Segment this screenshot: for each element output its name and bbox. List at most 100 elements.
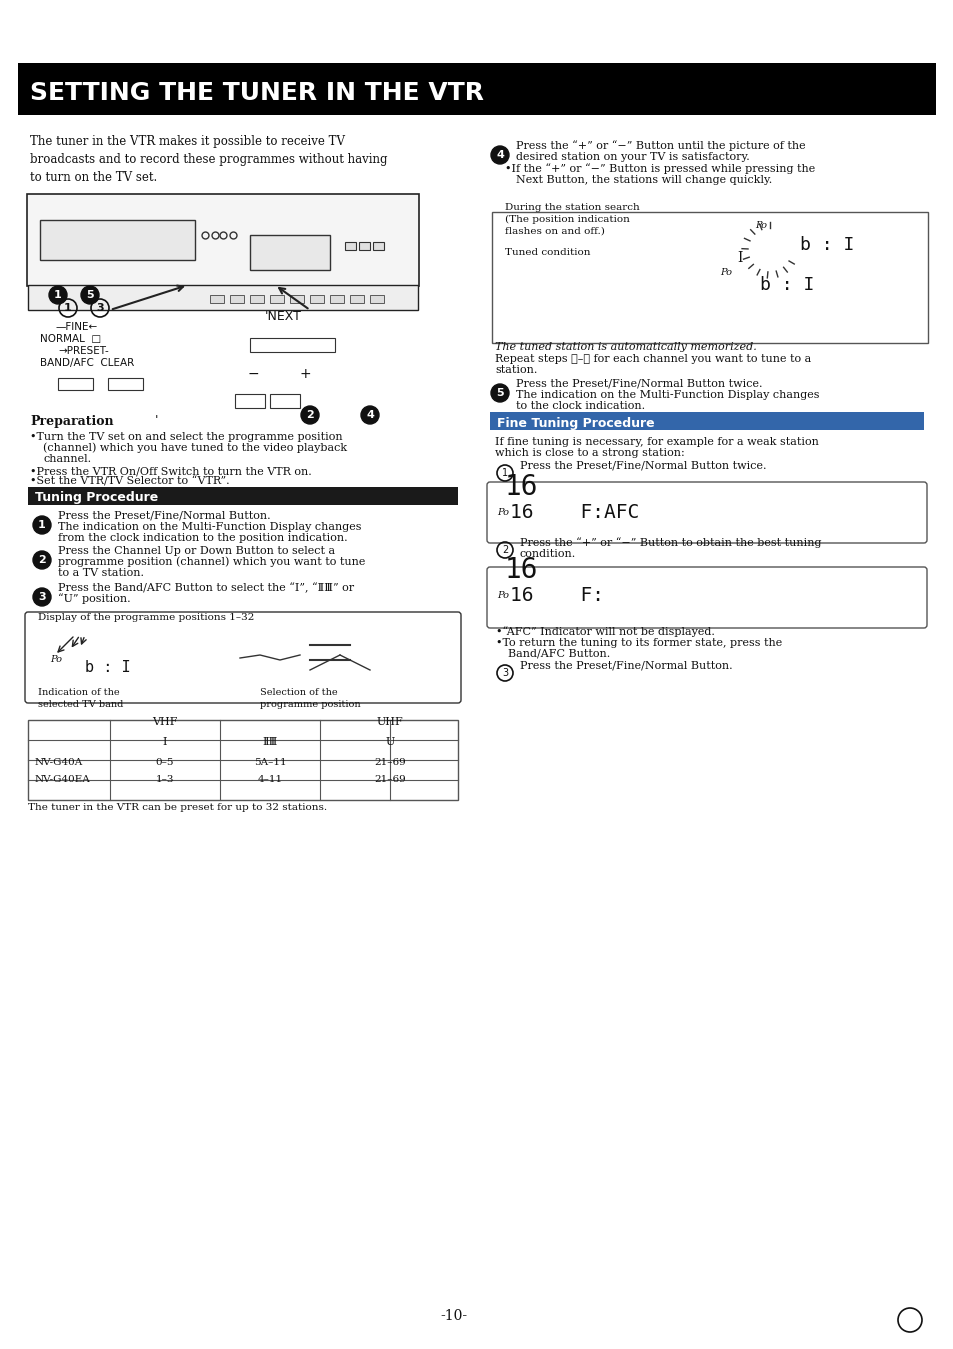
Text: 21–69: 21–69 [374,758,405,768]
Text: Preparation: Preparation [30,415,113,428]
FancyBboxPatch shape [250,235,330,270]
Circle shape [33,550,51,569]
Text: 3: 3 [501,668,508,679]
Circle shape [33,517,51,534]
Circle shape [491,146,509,165]
Text: 4: 4 [366,410,374,420]
Text: →PRESET-: →PRESET- [58,345,109,356]
Text: to the clock indication.: to the clock indication. [516,401,644,411]
FancyBboxPatch shape [210,295,224,304]
Text: 'NEXT: 'NEXT [265,310,301,322]
Text: VHF: VHF [152,718,177,727]
Text: —FINE←: —FINE← [55,322,97,332]
Text: “U” position.: “U” position. [58,594,131,604]
Text: Band/AFC Button.: Band/AFC Button. [507,649,610,660]
Text: If fine tuning is necessary, for example for a weak station: If fine tuning is necessary, for example… [495,437,818,447]
FancyBboxPatch shape [350,295,364,304]
Text: Display of the programme positions 1–32: Display of the programme positions 1–32 [38,612,254,622]
Text: 1: 1 [501,468,508,478]
FancyBboxPatch shape [28,285,417,310]
Text: ': ' [154,414,158,428]
Text: •Press the VTR On/Off Switch to turn the VTR on.: •Press the VTR On/Off Switch to turn the… [30,465,312,476]
FancyBboxPatch shape [250,295,264,304]
Text: Tuning Procedure: Tuning Procedure [35,491,158,505]
FancyBboxPatch shape [270,295,284,304]
FancyBboxPatch shape [370,295,384,304]
Text: 5A–11: 5A–11 [253,758,286,768]
Text: •“AFC” Indicator will not be displayed.: •“AFC” Indicator will not be displayed. [496,626,714,637]
FancyBboxPatch shape [250,339,335,352]
Circle shape [49,286,67,304]
FancyBboxPatch shape [108,378,143,390]
Text: station.: station. [495,366,537,375]
Text: Press the Preset/Fine/Normal Button.: Press the Preset/Fine/Normal Button. [519,661,732,670]
Text: (channel) which you have tuned to the video playback: (channel) which you have tuned to the vi… [43,442,347,453]
Text: which is close to a strong station:: which is close to a strong station: [495,448,684,459]
Text: condition.: condition. [519,549,576,558]
Text: to a TV station.: to a TV station. [58,568,144,577]
Text: +: + [299,367,312,380]
FancyBboxPatch shape [25,612,460,703]
Text: −: − [248,367,259,380]
Text: The indication on the Multi-Function Display changes: The indication on the Multi-Function Dis… [58,522,361,532]
Text: flashes on and off.): flashes on and off.) [504,227,604,236]
Text: ⅡⅢ: ⅡⅢ [262,737,277,747]
FancyBboxPatch shape [345,241,355,250]
Text: 0–5: 0–5 [155,758,174,768]
Text: Press the Preset/Fine/Normal Button.: Press the Preset/Fine/Normal Button. [58,511,271,521]
Text: The tuner in the VTR can be preset for up to 32 stations.: The tuner in the VTR can be preset for u… [28,803,327,812]
Text: Po: Po [720,268,731,277]
Text: Indication of the
selected TV band: Indication of the selected TV band [38,688,123,708]
FancyBboxPatch shape [28,487,457,505]
Text: from the clock indication to the position indication.: from the clock indication to the positio… [58,533,347,544]
Text: •To return the tuning to its former state, press the: •To return the tuning to its former stat… [496,638,781,648]
Text: UHF: UHF [376,718,403,727]
Text: 2: 2 [38,554,46,565]
Text: Press the Band/AFC Button to select the “I”, “ⅡⅢ” or: Press the Band/AFC Button to select the … [58,583,354,594]
Text: 21–69: 21–69 [374,774,405,784]
Text: Press the Channel Up or Down Button to select a: Press the Channel Up or Down Button to s… [58,546,335,556]
FancyBboxPatch shape [40,220,194,260]
Text: •Turn the TV set on and select the programme position: •Turn the TV set on and select the progr… [30,432,342,442]
FancyBboxPatch shape [18,63,935,115]
Polygon shape [18,63,935,115]
FancyBboxPatch shape [28,720,457,800]
Text: Po: Po [754,221,766,229]
Text: 16    F:: 16 F: [510,585,603,604]
Text: 1: 1 [54,290,62,299]
Text: Fine Tuning Procedure: Fine Tuning Procedure [497,417,654,430]
Text: 4–11: 4–11 [257,774,282,784]
Text: NV-G40EA: NV-G40EA [35,774,91,784]
Text: Po: Po [497,509,509,517]
Text: U: U [385,737,395,747]
Text: 4: 4 [496,150,503,161]
Text: Po: Po [497,591,509,600]
Text: b : I: b : I [800,236,854,254]
FancyBboxPatch shape [234,394,265,407]
FancyBboxPatch shape [290,295,304,304]
Text: 5: 5 [86,290,93,299]
Text: The indication on the Multi-Function Display changes: The indication on the Multi-Function Dis… [516,390,819,401]
Text: BAND/AFC  CLEAR: BAND/AFC CLEAR [40,357,134,368]
Text: 2: 2 [306,410,314,420]
Text: During the station search: During the station search [504,202,639,212]
Text: 5: 5 [496,389,503,398]
Text: 16: 16 [504,556,537,584]
Text: desired station on your TV is satisfactory.: desired station on your TV is satisfacto… [516,152,749,162]
FancyBboxPatch shape [486,567,926,629]
Text: -10-: -10- [440,1309,467,1323]
Text: •If the “+” or “−” Button is pressed while pressing the: •If the “+” or “−” Button is pressed whi… [504,163,815,174]
FancyBboxPatch shape [58,378,92,390]
Text: b : I: b : I [85,660,131,674]
Text: 1: 1 [38,519,46,530]
FancyBboxPatch shape [230,295,244,304]
Text: SETTING THE TUNER IN THE VTR: SETTING THE TUNER IN THE VTR [30,81,483,105]
FancyBboxPatch shape [486,482,926,544]
Text: •Set the VTR/TV Selector to “VTR”.: •Set the VTR/TV Selector to “VTR”. [30,476,230,487]
FancyBboxPatch shape [373,241,384,250]
FancyBboxPatch shape [330,295,344,304]
Text: Press the Preset/Fine/Normal Button twice.: Press the Preset/Fine/Normal Button twic… [519,461,765,471]
Circle shape [33,588,51,606]
Text: Press the “+” or “−” Button to obtain the best tuning: Press the “+” or “−” Button to obtain th… [519,537,821,548]
FancyBboxPatch shape [270,394,299,407]
